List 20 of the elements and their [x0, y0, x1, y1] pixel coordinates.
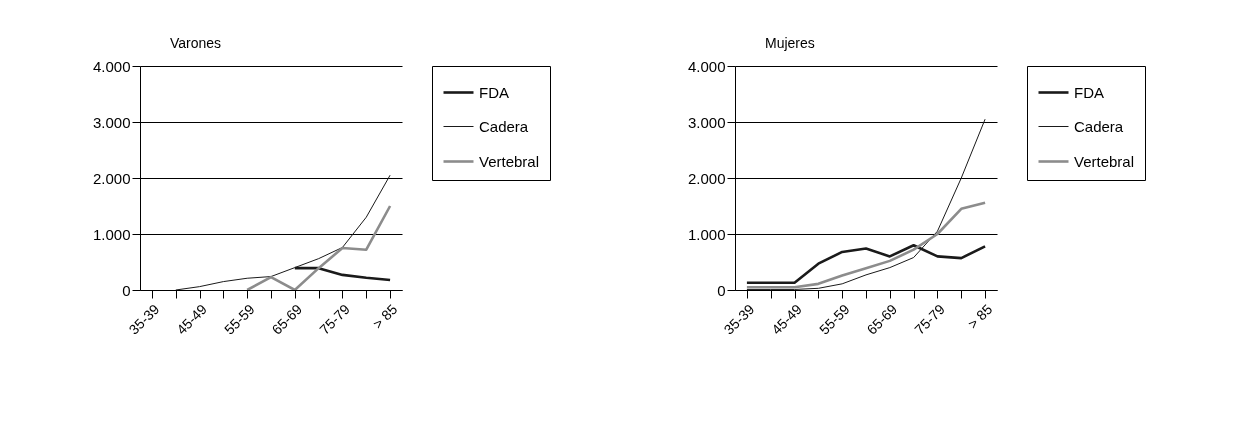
x-tick-label: > 85: [369, 300, 401, 332]
y-tick-label: 0: [717, 281, 726, 299]
legend-label: Vertebral: [479, 152, 540, 170]
legend-label: Vertebral: [1074, 152, 1135, 170]
chart-title: Mujeres: [765, 35, 815, 51]
y-tick-label: 2.000: [92, 169, 131, 187]
y-tick-label: 3.000: [687, 113, 726, 131]
legend-label: FDA: [1074, 83, 1104, 101]
legend-label: FDA: [479, 83, 509, 101]
y-tick-label: 1.000: [687, 225, 726, 243]
y-tick-label: 4.000: [92, 57, 131, 75]
legend-label: Cadera: [479, 117, 529, 135]
x-tick-label: > 85: [964, 300, 996, 332]
y-tick-label: 3.000: [92, 113, 131, 131]
chart-title: Varones: [170, 35, 222, 51]
legend-label: Cadera: [1074, 117, 1124, 135]
y-tick-label: 2.000: [687, 169, 726, 187]
y-tick-label: 1.000: [92, 225, 131, 243]
y-tick-label: 0: [122, 281, 131, 299]
y-tick-label: 4.000: [687, 57, 726, 75]
